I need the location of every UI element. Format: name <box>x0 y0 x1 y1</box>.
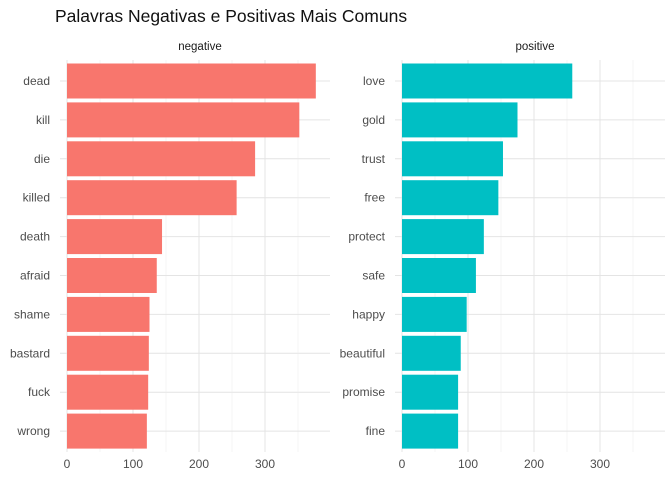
category-label-safe: safe <box>362 269 385 283</box>
category-label-fine: fine <box>366 424 386 438</box>
chart-title: Palavras Negativas e Positivas Mais Comu… <box>55 6 408 26</box>
category-label-kill: kill <box>36 113 50 127</box>
category-label-die: die <box>34 152 50 166</box>
bar-wrong <box>67 413 147 449</box>
bar-gold <box>402 102 518 138</box>
bar-fuck <box>67 374 149 410</box>
category-label-wrong: wrong <box>16 424 50 438</box>
bar-shame <box>67 296 150 332</box>
x-tick-label: 100 <box>458 457 478 471</box>
category-label-trust: trust <box>362 152 386 166</box>
x-tick-label: 200 <box>189 457 209 471</box>
category-label-killed: killed <box>23 191 50 205</box>
bar-trust <box>402 141 503 177</box>
category-label-protect: protect <box>348 230 385 244</box>
category-label-promise: promise <box>342 385 385 399</box>
bar-die <box>67 141 256 177</box>
category-label-shame: shame <box>14 307 50 321</box>
category-label-afraid: afraid <box>20 269 50 283</box>
bar-dead <box>67 63 316 99</box>
facet-label-negative: negative <box>178 41 221 53</box>
x-tick-label: 300 <box>255 457 275 471</box>
x-tick-label: 300 <box>590 457 610 471</box>
bar-love <box>402 63 573 99</box>
x-tick-label: 0 <box>64 457 71 471</box>
category-label-death: death <box>20 230 50 244</box>
bar-promise <box>402 374 459 410</box>
category-label-dead: dead <box>23 74 50 88</box>
category-label-gold: gold <box>362 113 385 127</box>
bar-afraid <box>67 258 157 293</box>
bar-free <box>402 180 499 216</box>
category-label-beautiful: beautiful <box>340 346 385 360</box>
category-label-bastard: bastard <box>10 346 50 360</box>
category-label-happy: happy <box>352 307 385 321</box>
bar-death <box>67 219 163 255</box>
bar-protect <box>402 219 484 255</box>
x-tick-label: 0 <box>399 457 406 471</box>
bar-bastard <box>67 335 149 371</box>
x-tick-label: 200 <box>524 457 544 471</box>
category-label-fuck: fuck <box>28 385 51 399</box>
bar-safe <box>402 258 476 293</box>
x-tick-label: 100 <box>123 457 143 471</box>
bar-kill <box>67 102 300 138</box>
bar-killed <box>67 180 237 216</box>
facet-label-positive: positive <box>516 41 555 53</box>
category-label-love: love <box>363 74 385 88</box>
bar-beautiful <box>402 335 461 371</box>
bar-fine <box>402 413 459 449</box>
bar-happy <box>402 296 467 332</box>
category-label-free: free <box>364 191 385 205</box>
